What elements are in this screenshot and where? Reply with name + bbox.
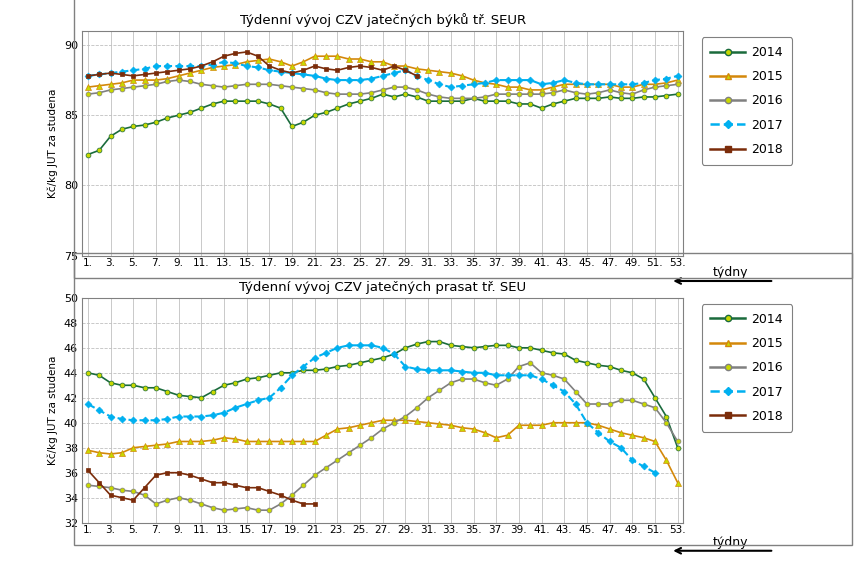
Text: týdny: týdny xyxy=(713,266,749,279)
Text: týdny: týdny xyxy=(713,536,749,549)
Legend: 2014, 2015, 2016, 2017, 2018: 2014, 2015, 2016, 2017, 2018 xyxy=(702,37,792,165)
Y-axis label: Kč/kg JUT za studena: Kč/kg JUT za studena xyxy=(48,356,58,465)
Title: Týdenní vývoj CZV jatečných prasat tř. SEU: Týdenní vývoj CZV jatečných prasat tř. S… xyxy=(240,281,526,294)
Title: Týdenní vývoj CZV jatečných býků tř. SEUR: Týdenní vývoj CZV jatečných býků tř. SEU… xyxy=(240,13,526,27)
Y-axis label: Kč/kg JUT za studena: Kč/kg JUT za studena xyxy=(48,89,58,198)
Legend: 2014, 2015, 2016, 2017, 2018: 2014, 2015, 2016, 2017, 2018 xyxy=(702,304,792,432)
